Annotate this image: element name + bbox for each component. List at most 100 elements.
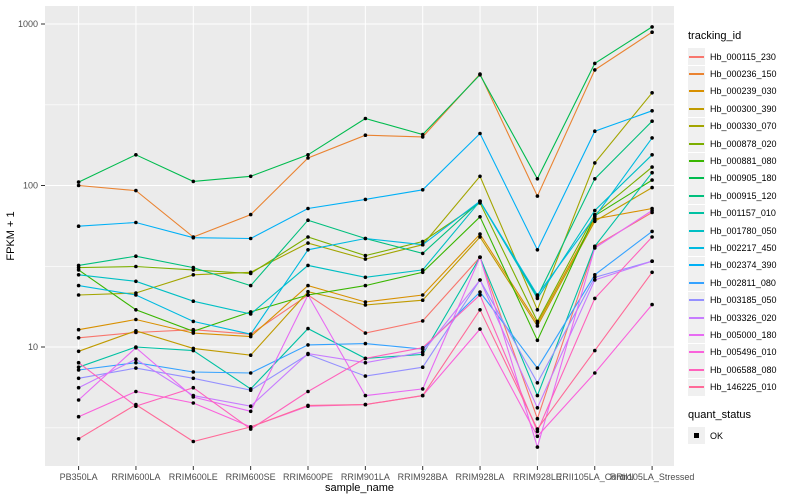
data-point: [593, 348, 597, 353]
data-point: [593, 161, 597, 165]
square-marker: [694, 433, 699, 438]
data-point: [248, 404, 253, 409]
data-point: [478, 255, 482, 259]
series-color-swatch: [689, 160, 704, 163]
legend: tracking_id Hb_000115_230 Hb_000236_150 Hb…: [688, 30, 800, 444]
data-point: [420, 239, 425, 244]
data-point: [306, 153, 310, 157]
data-point: [593, 61, 597, 66]
legend-key-line-icon: [688, 222, 705, 240]
legend-item: Hb_005496_010: [688, 343, 800, 361]
data-point: [363, 393, 368, 398]
data-point: [76, 327, 81, 332]
data-point: [650, 109, 654, 113]
data-point: [76, 180, 81, 184]
legend-item: Hb_000115_230: [688, 48, 800, 66]
data-point: [478, 215, 482, 219]
data-point: [363, 341, 368, 346]
data-point: [535, 427, 540, 431]
legend-item-label: Hb_006588_080: [710, 364, 777, 375]
data-point: [650, 30, 654, 34]
series-color-swatch: [689, 125, 704, 128]
data-point: [420, 350, 425, 354]
legend-key-line-icon: [688, 152, 705, 170]
legend-item: Hb_002374_390: [688, 256, 800, 274]
data-point: [650, 185, 654, 190]
data-point: [650, 270, 654, 275]
data-point: [535, 248, 540, 252]
point-marker-icon: [688, 427, 705, 444]
data-point: [134, 366, 138, 370]
data-point: [191, 348, 196, 353]
series-color-swatch: [689, 316, 704, 319]
legend-key-line-icon: [688, 309, 705, 327]
legend-key-line-icon: [688, 343, 705, 361]
legend-item-label: Hb_000115_230: [710, 51, 776, 62]
series-color-swatch: [689, 177, 704, 180]
data-point: [650, 136, 654, 140]
data-point: [306, 389, 310, 394]
data-point: [363, 300, 368, 304]
legend-item: Hb_000330_070: [688, 117, 800, 135]
legend-item-label: Hb_002374_390: [710, 260, 777, 271]
data-point: [76, 336, 81, 340]
data-point: [535, 194, 540, 198]
data-point: [420, 365, 425, 370]
data-point: [420, 393, 425, 398]
data-point: [535, 406, 540, 410]
data-point: [535, 434, 540, 439]
legend-item: Hb_001157_010: [688, 204, 800, 222]
data-point: [478, 199, 482, 203]
data-point: [478, 290, 482, 294]
data-point: [593, 219, 597, 224]
legend-item: Hb_146225_010: [688, 378, 800, 396]
data-point: [650, 119, 654, 123]
legend-item-label: Hb_000330_070: [710, 121, 777, 132]
legend-item-label: Hb_005000_180: [710, 329, 777, 340]
series-color-swatch: [689, 55, 704, 58]
data-point: [248, 271, 253, 276]
legend-item: Hb_003326_020: [688, 309, 800, 327]
data-point: [593, 273, 597, 277]
data-point: [306, 351, 310, 356]
legend-item-label: Hb_000905_180: [710, 173, 777, 184]
data-point: [650, 235, 654, 239]
data-point: [248, 236, 253, 241]
data-point: [76, 398, 81, 402]
data-point: [593, 278, 597, 282]
data-point: [535, 308, 540, 312]
data-point: [306, 263, 310, 268]
data-point: [420, 268, 425, 272]
data-point: [191, 385, 196, 390]
series-color-swatch: [689, 194, 704, 197]
legend-key-line-icon: [688, 204, 705, 222]
data-point: [134, 357, 138, 362]
data-point: [593, 371, 597, 375]
data-point: [650, 208, 654, 213]
legend-item-label: OK: [710, 430, 724, 441]
legend-item: Hb_000915_120: [688, 187, 800, 205]
series-color-swatch: [689, 73, 704, 76]
data-point: [134, 329, 138, 333]
data-point: [134, 188, 138, 193]
series-color-swatch: [689, 264, 704, 267]
data-point: [593, 129, 597, 133]
series-color-swatch: [689, 368, 704, 371]
data-point: [76, 368, 81, 372]
data-point: [363, 331, 368, 335]
legend-item-label: Hb_001780_050: [710, 225, 777, 236]
data-point: [420, 319, 425, 323]
data-point: [134, 345, 138, 350]
data-point: [650, 165, 654, 169]
data-point: [134, 293, 138, 297]
legend-item-label: Hb_000239_030: [710, 86, 777, 97]
data-point: [76, 224, 81, 228]
legend-key-line-icon: [688, 117, 705, 135]
data-point: [478, 131, 482, 136]
data-point: [363, 303, 368, 307]
data-point: [478, 73, 482, 77]
data-point: [76, 437, 81, 441]
data-point: [650, 229, 654, 234]
